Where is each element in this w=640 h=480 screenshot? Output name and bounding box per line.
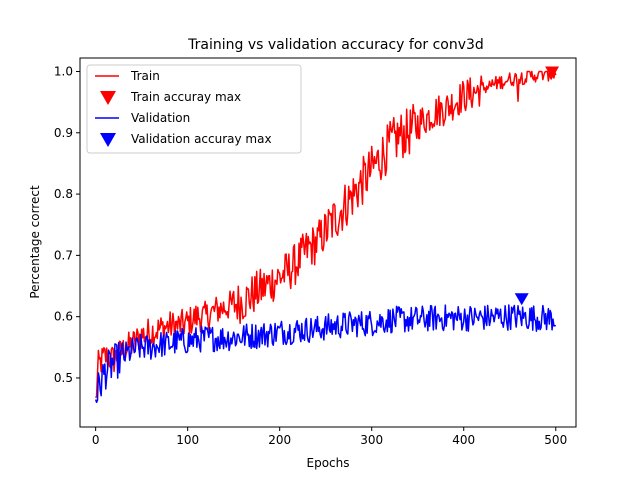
validation-series-line <box>94 304 557 404</box>
train-series-line <box>94 70 557 399</box>
chart-title: Training vs validation accuracy for conv… <box>187 37 484 53</box>
legend-label: Validation <box>131 111 190 125</box>
y-tick-label: 0.5 <box>54 371 73 385</box>
x-tick-label: 500 <box>544 433 567 447</box>
legend-marker-swatch <box>100 91 116 105</box>
y-tick-label: 0.6 <box>54 310 73 324</box>
y-tick-label: 0.7 <box>54 248 73 262</box>
y-tick-label: 0.8 <box>54 187 73 201</box>
x-axis-label: Epochs <box>307 456 350 470</box>
x-tick-label: 400 <box>452 433 475 447</box>
x-tick-label: 0 <box>92 433 100 447</box>
legend: Train Train accuray max Validation Validati… <box>86 64 302 154</box>
legend-label: Validation accuray max <box>131 132 272 146</box>
legend-label: Train <box>130 69 160 83</box>
ticks-layer: 0 100 200 300 400 500 0.5 0.6 0.7 0.8 0.9 1.0 <box>54 64 567 447</box>
axes-frame <box>79 57 577 428</box>
y-tick-label: 0.9 <box>54 126 73 140</box>
legend-label: Train accuray max <box>130 90 241 104</box>
x-tick-label: 300 <box>360 433 383 447</box>
y-axis-label: Percentage correct <box>28 185 42 299</box>
series-layer <box>94 66 560 404</box>
legend-box <box>86 64 302 154</box>
train-max-marker <box>545 66 560 79</box>
validation-max-marker <box>514 293 529 306</box>
y-tick-label: 1.0 <box>54 64 73 78</box>
x-tick-label: 100 <box>176 433 199 447</box>
x-tick-label: 200 <box>268 433 291 447</box>
legend-marker-swatch <box>100 133 116 147</box>
